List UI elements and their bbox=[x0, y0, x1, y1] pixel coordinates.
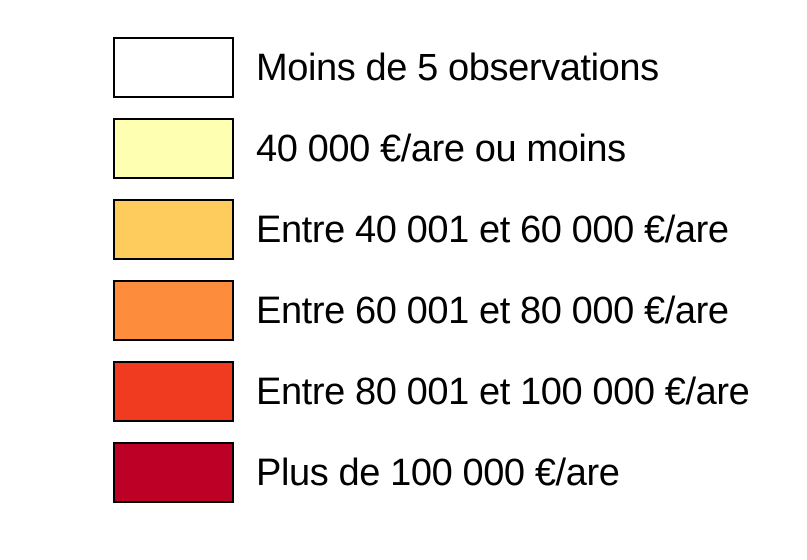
legend-item-label: 40 000 €/are ou moins bbox=[256, 127, 626, 170]
legend-swatch bbox=[113, 361, 234, 422]
legend-swatch bbox=[113, 37, 234, 98]
legend-item: Entre 40 001 et 60 000 €/are bbox=[113, 199, 749, 260]
legend-item: Moins de 5 observations bbox=[113, 37, 749, 98]
legend-swatch bbox=[113, 280, 234, 341]
legend-item-label: Entre 60 001 et 80 000 €/are bbox=[256, 289, 729, 332]
legend-swatch bbox=[113, 199, 234, 260]
legend-item-label: Moins de 5 observations bbox=[256, 46, 659, 89]
legend-item-label: Entre 80 001 et 100 000 €/are bbox=[256, 370, 750, 413]
legend-item-label: Plus de 100 000 €/are bbox=[256, 451, 620, 494]
legend-swatch bbox=[113, 118, 234, 179]
legend-item: Entre 80 001 et 100 000 €/are bbox=[113, 361, 750, 422]
legend-item: 40 000 €/are ou moins bbox=[113, 118, 749, 179]
legend-item-label: Entre 40 001 et 60 000 €/are bbox=[256, 208, 729, 251]
legend-swatch bbox=[113, 442, 234, 503]
legend-item: Entre 60 001 et 80 000 €/are bbox=[113, 280, 749, 341]
legend-item: Plus de 100 000 €/are bbox=[113, 442, 749, 503]
choropleth-legend: Moins de 5 observations 40 000 €/are ou … bbox=[113, 37, 750, 523]
